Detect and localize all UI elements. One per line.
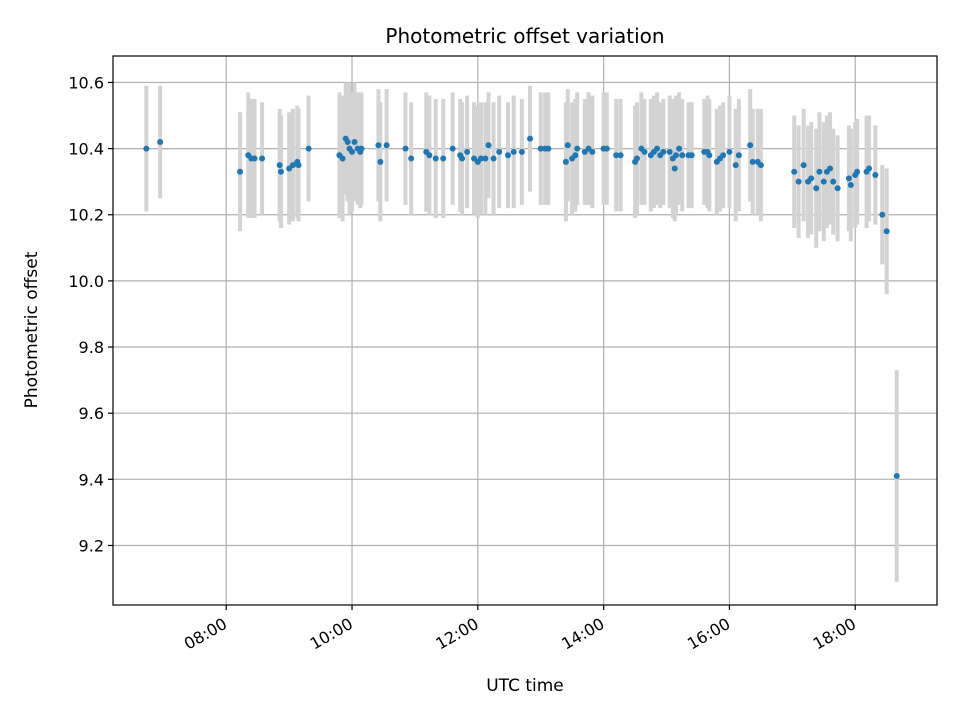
x-axis-title: UTC time [486, 676, 564, 696]
data-point [496, 148, 503, 155]
data-point [485, 142, 492, 149]
y-tick-label: 9.6 [79, 404, 104, 423]
y-tick-label: 10.6 [68, 73, 104, 92]
y-axis-ticks: 9.2 9.4 9.6 9.8 10.0 10.2 10.4 10.6 [68, 73, 113, 555]
data-point [747, 142, 754, 149]
data-points [143, 135, 900, 480]
data-point [893, 473, 900, 480]
data-point [383, 142, 390, 149]
data-point [866, 165, 873, 172]
data-point [143, 145, 150, 152]
data-point [872, 172, 879, 179]
data-point [732, 162, 739, 169]
y-tick-label: 10.0 [68, 272, 104, 291]
data-point [295, 162, 302, 169]
data-point [339, 155, 346, 162]
data-point [344, 138, 351, 145]
y-tick-label: 10.4 [68, 140, 104, 159]
data-point [477, 155, 484, 162]
data-point [827, 165, 834, 172]
data-point [276, 162, 283, 169]
data-point [402, 145, 409, 152]
y-tick-label: 9.2 [79, 536, 104, 555]
data-point [749, 158, 756, 165]
data-point [633, 155, 640, 162]
data-point [589, 148, 596, 155]
data-point [482, 155, 489, 162]
data-point [720, 152, 727, 159]
data-point [459, 155, 466, 162]
data-point [377, 158, 384, 165]
data-point [562, 158, 569, 165]
data-point [671, 165, 678, 172]
data-point [688, 152, 695, 159]
data-point [574, 145, 581, 152]
data-point [157, 138, 164, 145]
data-point [726, 148, 733, 155]
data-point [375, 142, 382, 149]
data-point [358, 145, 365, 152]
data-point [545, 145, 552, 152]
data-point [820, 178, 827, 185]
data-point [654, 145, 661, 152]
data-point [666, 148, 673, 155]
data-point [349, 148, 356, 155]
data-point [679, 152, 686, 159]
data-point [251, 155, 258, 162]
data-point [845, 175, 852, 182]
data-point [879, 211, 886, 218]
data-point [537, 145, 544, 152]
data-point [572, 152, 579, 159]
data-point [505, 152, 512, 159]
data-point [757, 162, 764, 169]
data-point [706, 152, 713, 159]
data-point [800, 162, 807, 169]
data-point [883, 228, 890, 235]
chart-title: Photometric offset variation [385, 24, 664, 48]
data-point [449, 145, 456, 152]
data-point [672, 152, 679, 159]
data-point [813, 185, 820, 192]
data-point [237, 168, 244, 175]
data-point [518, 148, 525, 155]
data-point [613, 152, 620, 159]
data-point [660, 148, 667, 155]
y-tick-label: 9.4 [79, 470, 104, 489]
data-point [527, 135, 534, 142]
data-point [426, 152, 433, 159]
data-point [408, 155, 415, 162]
data-point [830, 178, 837, 185]
data-point [351, 138, 358, 145]
data-point [289, 162, 296, 169]
data-point [808, 175, 815, 182]
data-point [735, 152, 742, 159]
data-point [847, 181, 854, 188]
data-point [603, 145, 610, 152]
y-tick-label: 9.8 [79, 338, 104, 357]
y-axis-title: Photometric offset [22, 251, 42, 408]
data-point [432, 155, 439, 162]
y-tick-label: 10.2 [68, 206, 104, 225]
data-point [834, 185, 841, 192]
data-point [277, 168, 284, 175]
data-point [440, 155, 447, 162]
data-point [816, 168, 823, 175]
data-point [564, 142, 571, 149]
data-point [676, 145, 683, 152]
data-point [854, 168, 861, 175]
data-point [305, 145, 312, 152]
data-point [617, 152, 624, 159]
data-point [510, 148, 517, 155]
plot-area-frame [112, 55, 938, 606]
data-point [791, 168, 798, 175]
data-point [490, 155, 497, 162]
data-point [795, 178, 802, 185]
data-point [259, 155, 266, 162]
data-point [464, 148, 471, 155]
data-point [641, 148, 648, 155]
